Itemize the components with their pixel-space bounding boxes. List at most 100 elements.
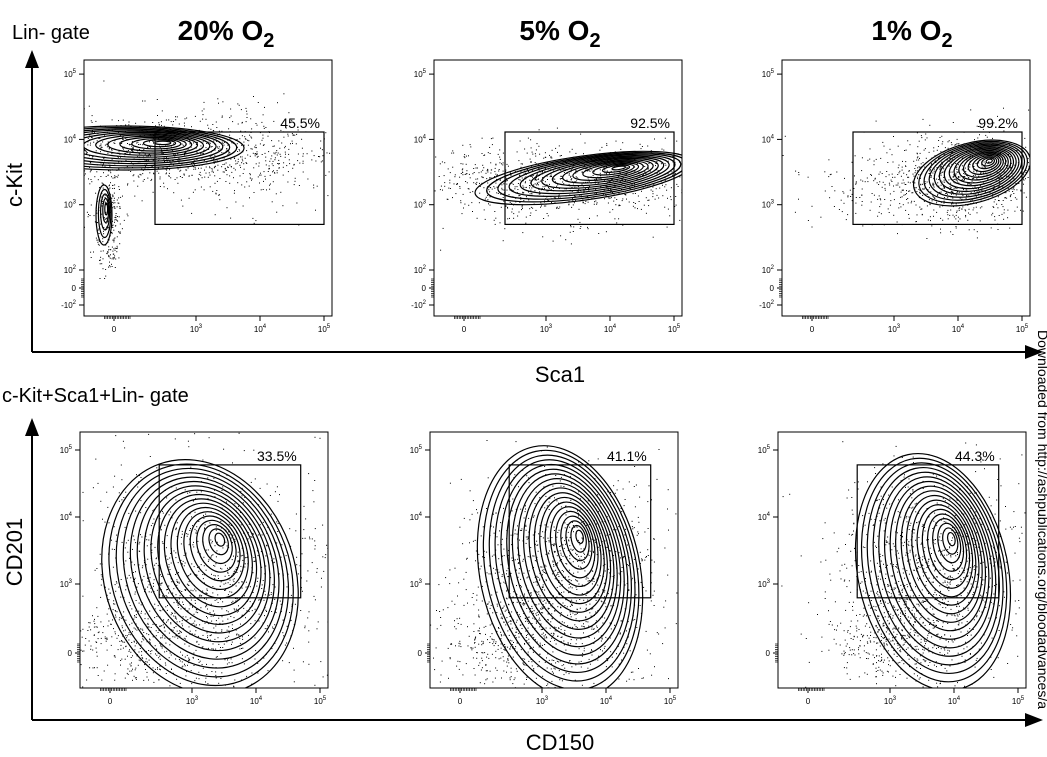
event-dot	[483, 155, 485, 156]
event-dot	[455, 193, 457, 195]
event-dot	[652, 236, 654, 238]
event-dot	[580, 226, 582, 227]
event-dot	[111, 148, 113, 150]
event-dot	[978, 162, 980, 164]
event-dot	[241, 122, 243, 124]
event-dot	[969, 166, 971, 168]
event-dot	[463, 207, 464, 209]
event-dot	[113, 253, 115, 255]
event-dot	[940, 184, 942, 186]
event-dot	[860, 179, 862, 181]
event-dot	[943, 168, 945, 170]
event-dot	[176, 116, 178, 118]
event-dot	[930, 175, 932, 177]
event-dot	[933, 196, 934, 198]
event-dot	[87, 216, 89, 218]
event-dot	[950, 182, 952, 184]
event-dot	[229, 584, 231, 585]
event-dot	[918, 166, 920, 168]
event-dot	[95, 192, 97, 194]
event-dot	[634, 203, 636, 204]
event-dot	[143, 179, 145, 180]
event-dot	[293, 669, 295, 671]
event-dot	[1010, 167, 1012, 168]
event-dot	[234, 679, 236, 681]
event-dot	[957, 191, 958, 193]
event-dot	[550, 174, 552, 176]
event-dot	[96, 212, 98, 214]
event-dot	[699, 153, 700, 154]
tick-exponent: 3	[549, 324, 553, 330]
event-dot	[210, 556, 212, 558]
event-dot	[502, 152, 504, 154]
event-dot	[460, 173, 462, 174]
event-dot	[128, 633, 130, 635]
tick-exponent: 4	[263, 324, 267, 330]
event-dot	[211, 169, 213, 171]
event-dot	[992, 206, 994, 208]
event-dot	[326, 544, 328, 546]
event-dot	[235, 568, 237, 570]
row1-y-arrow-icon	[25, 50, 39, 68]
event-dot	[940, 165, 942, 167]
event-dot	[160, 121, 162, 123]
event-dot	[185, 638, 186, 640]
event-dot	[570, 226, 572, 228]
event-dot	[834, 190, 836, 192]
event-dot	[226, 501, 227, 503]
event-dot	[186, 535, 188, 537]
event-dot	[629, 188, 631, 190]
event-dot	[154, 564, 156, 566]
event-dot	[142, 144, 144, 146]
event-dot	[249, 607, 251, 609]
event-dot	[213, 162, 215, 164]
x-tick-label: 105	[668, 324, 681, 334]
event-dot	[263, 599, 265, 601]
event-dot	[114, 206, 116, 208]
contour-lines	[474, 150, 682, 206]
event-dot	[202, 152, 204, 154]
event-dot	[284, 145, 286, 147]
event-dot	[248, 523, 250, 525]
contour-line	[84, 125, 245, 171]
event-dot	[60, 560, 61, 561]
event-dot	[145, 535, 147, 537]
event-dot	[247, 154, 249, 156]
event-dot	[916, 214, 918, 216]
event-dot	[130, 577, 132, 579]
event-dot	[314, 545, 316, 547]
event-dot	[530, 189, 532, 191]
event-dot	[204, 622, 206, 624]
event-dot	[569, 231, 571, 233]
event-dot	[472, 173, 474, 175]
event-dot	[102, 268, 104, 270]
event-dot	[893, 136, 894, 137]
event-dot	[144, 121, 146, 123]
event-dot	[125, 159, 127, 161]
event-dot	[198, 179, 200, 181]
event-dot	[490, 138, 492, 140]
event-dot	[342, 181, 343, 182]
event-dot	[112, 239, 114, 241]
event-dot	[88, 134, 90, 136]
event-dot	[140, 612, 142, 614]
event-dot	[221, 568, 223, 570]
event-dot	[163, 627, 165, 629]
event-dot	[127, 184, 128, 186]
event-dot	[135, 586, 137, 588]
event-dot	[308, 663, 310, 665]
event-dot	[563, 172, 565, 173]
event-dot	[186, 583, 188, 585]
event-dot	[138, 564, 140, 566]
event-dot	[322, 676, 324, 678]
event-dot	[91, 121, 93, 123]
event-dot	[880, 157, 882, 159]
event-dot	[205, 549, 207, 551]
event-dot	[52, 141, 53, 142]
event-dot	[556, 185, 558, 187]
event-dot	[908, 170, 910, 172]
event-dot	[1025, 196, 1027, 198]
event-dot	[928, 173, 930, 174]
event-dot	[561, 175, 563, 177]
event-dot	[952, 122, 954, 123]
